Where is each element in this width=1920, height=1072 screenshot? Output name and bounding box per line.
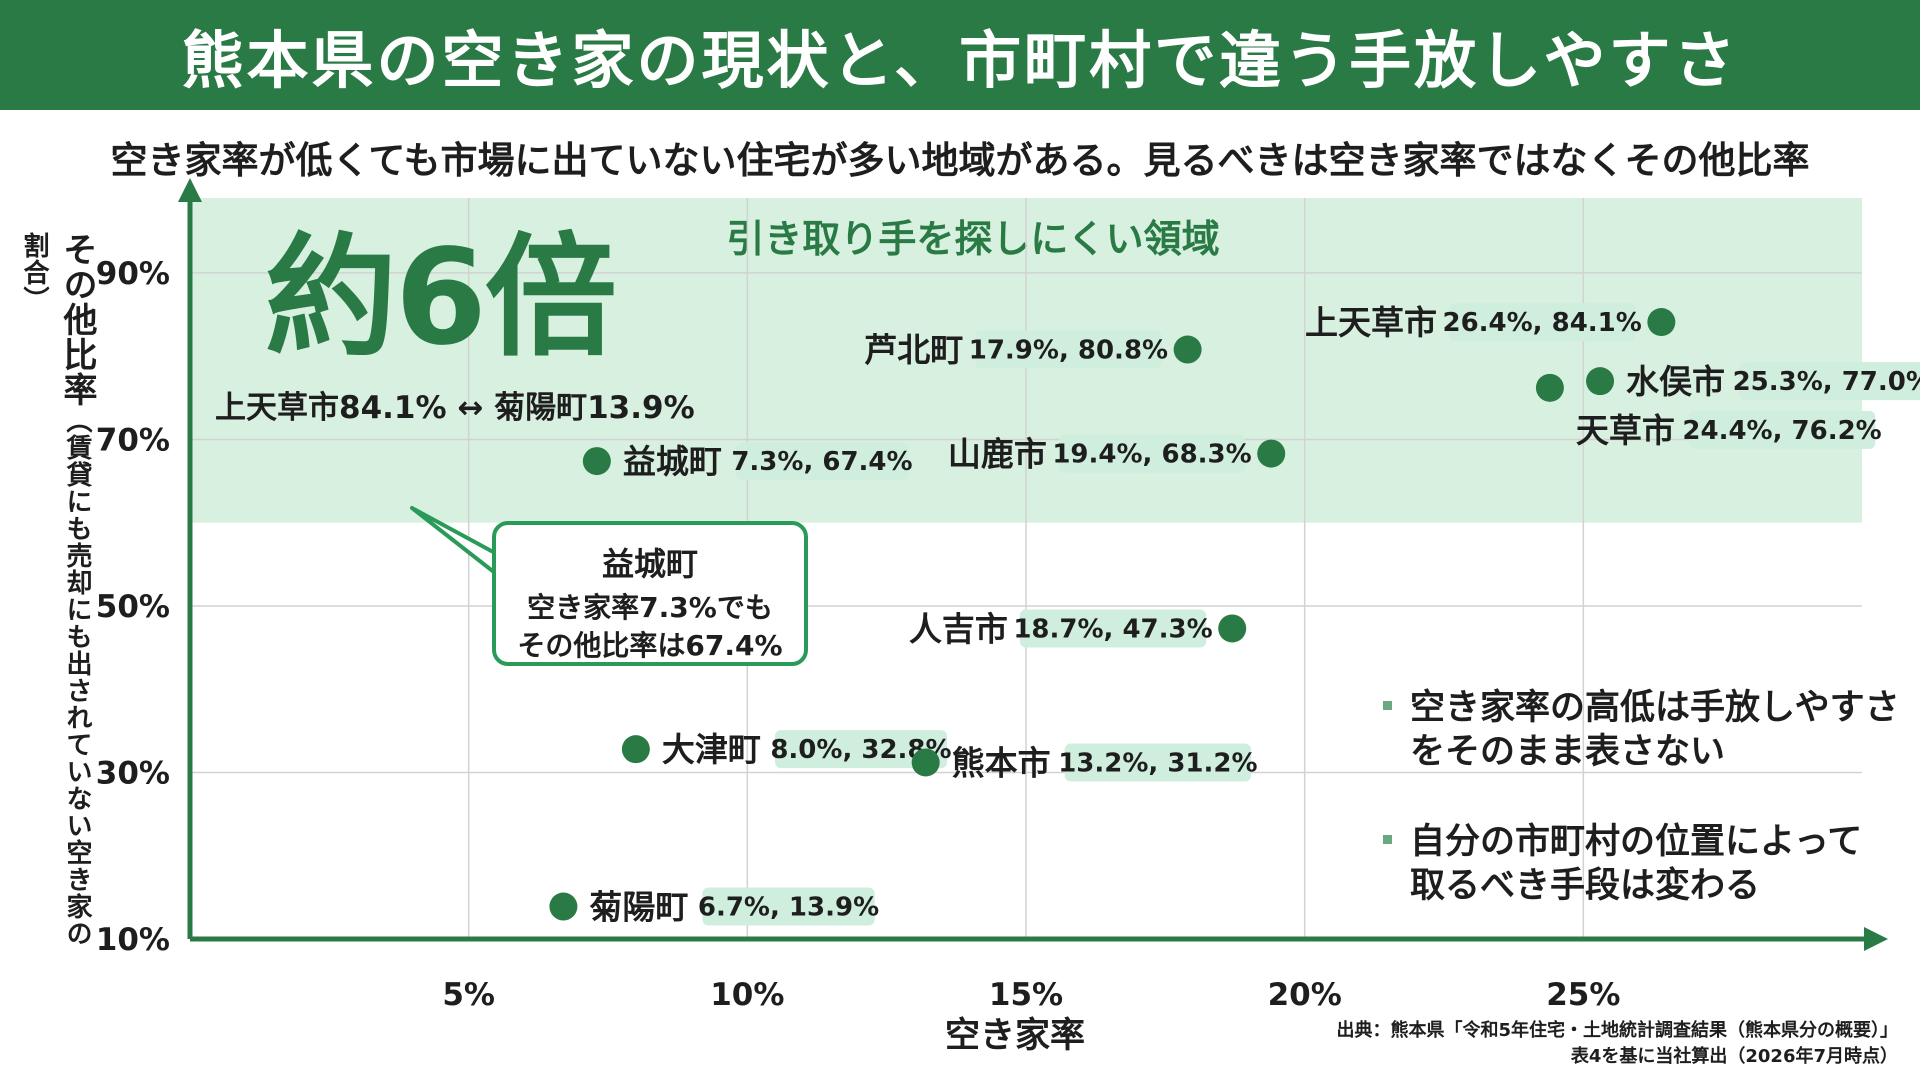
callout-line: その他比率は67.4% bbox=[517, 629, 783, 662]
y-axis-label-wrap: その他比率（賃貸にも売却にも出されていない空き家の割合） bbox=[19, 232, 97, 972]
data-point-value: 7.3%, 67.4% bbox=[731, 447, 912, 477]
data-point-group: 熊本市 13.2%, 31.2% bbox=[911, 743, 1258, 782]
data-point-value-bg bbox=[1064, 743, 1252, 782]
callout-title: 益城町 bbox=[601, 545, 698, 583]
y-tick-labels: 10% 30% 50% 70% 90% bbox=[96, 256, 170, 958]
data-point-value: 13.2%, 31.2% bbox=[1058, 748, 1257, 778]
data-point-name: 菊陽町 bbox=[589, 888, 688, 927]
data-point-value-bg bbox=[975, 330, 1162, 369]
data-point bbox=[1218, 614, 1247, 643]
x-tick-label: 15% bbox=[989, 977, 1063, 1013]
data-point-group: 天草市 24.4%, 76.2% bbox=[1535, 373, 1882, 450]
source-note: 出典：熊本県「令和5年住宅・土地統計調査結果（熊本県分の概要）」 表4を基に当社… bbox=[1336, 1018, 1898, 1070]
data-point-group: 益城町 7.3%, 67.4% bbox=[582, 442, 913, 481]
data-point-group: 上天草市 26.4%, 84.1% bbox=[1305, 303, 1676, 342]
x-tick-label: 20% bbox=[1268, 977, 1342, 1013]
data-point-value-bg bbox=[774, 730, 948, 769]
note-1-line1: 空き家率の高低は手放しやすさ bbox=[1410, 688, 1900, 728]
data-point bbox=[1173, 335, 1202, 364]
data-point-value: 24.4%, 76.2% bbox=[1682, 416, 1881, 446]
y-tick-label: 30% bbox=[96, 755, 170, 791]
data-point-value: 19.4%, 68.3% bbox=[1052, 440, 1251, 470]
data-point-group: 芦北町 17.9%, 80.8% bbox=[864, 330, 1202, 370]
y-tick-label: 10% bbox=[96, 922, 170, 958]
data-point-group: 大津町 8.0%, 32.8% bbox=[621, 730, 952, 769]
x-axis-arrow-icon bbox=[1864, 927, 1888, 951]
data-point-name: 益城町 bbox=[623, 442, 722, 481]
data-point bbox=[911, 748, 940, 777]
data-point-value: 17.9%, 80.8% bbox=[969, 336, 1168, 366]
note-1-line2: をそのまま表さない bbox=[1410, 732, 1726, 772]
note-2-line1: 自分の市町村の位置によって bbox=[1410, 822, 1863, 862]
source-line1: 出典：熊本県「令和5年住宅・土地統計調査結果（熊本県分の概要）」 bbox=[1336, 1020, 1898, 1041]
y-axis-label: その他比率（賃貸にも売却にも出されていない空き家の割合） bbox=[16, 232, 102, 972]
data-point-group: 水俣市 25.3%, 77.0% bbox=[1586, 362, 1920, 401]
highlight-region-label: 引き取り手を探しにくい領域 bbox=[726, 217, 1219, 261]
data-point-name: 山鹿市 bbox=[948, 435, 1047, 474]
source-line2: 表4を基に当社算出（2026年7月時点） bbox=[1570, 1046, 1898, 1067]
data-point-value-bg bbox=[1019, 609, 1207, 648]
callout-box: 益城町 空き家率7.3%でも その他比率は67.4% bbox=[492, 521, 808, 666]
note-1: 空き家率の高低は手放しやすさ をそのまま表さない bbox=[1383, 686, 1900, 774]
note-2-line2: 取るべき手段は変わる bbox=[1410, 866, 1761, 906]
data-point-name: 大津町 bbox=[662, 730, 761, 769]
data-point bbox=[582, 447, 611, 476]
data-point-group: 菊陽町 6.7%, 13.9% bbox=[549, 887, 879, 927]
data-point-value-bg bbox=[1688, 410, 1876, 449]
x-tick-label: 25% bbox=[1546, 977, 1620, 1013]
data-point-value-bg bbox=[1739, 362, 1920, 401]
data-point-name: 人吉市 bbox=[909, 609, 1008, 648]
axes bbox=[178, 178, 1888, 951]
y-axis-arrow-icon bbox=[178, 178, 202, 202]
data-points: 益城町 7.3%, 67.4% 大津町 8.0%, 32.8% 菊陽町 6.7%, 13.… bbox=[549, 303, 1920, 927]
stat-note: 上天草市84.1% ↔ 菊陽町13.9% bbox=[215, 390, 695, 426]
data-point-name: 水俣市 bbox=[1626, 362, 1725, 401]
data-point bbox=[549, 892, 578, 921]
x-tick-labels: 5% 10% 15% 20% 25% bbox=[442, 977, 1620, 1013]
x-axis-label: 空き家率 bbox=[944, 1016, 1085, 1056]
data-point-value: 18.7%, 47.3% bbox=[1013, 614, 1212, 644]
x-tick-label: 5% bbox=[442, 977, 495, 1013]
data-point-group: 山鹿市 19.4%, 68.3% bbox=[948, 434, 1286, 474]
data-point-value: 26.4%, 84.1% bbox=[1442, 308, 1641, 338]
data-point-group: 人吉市 18.7%, 47.3% bbox=[909, 609, 1247, 648]
data-point-name: 熊本市 bbox=[952, 743, 1051, 782]
big-stat: 約6倍 bbox=[265, 221, 617, 375]
note-2: 自分の市町村の位置によって 取るべき手段は変わる bbox=[1383, 820, 1862, 908]
page-subtitle: 空き家率が低くても市場に出ていない住宅が多い地域がある。見るべきは空き家率ではな… bbox=[110, 139, 1810, 182]
data-point-name: 芦北町 bbox=[864, 331, 963, 370]
data-point bbox=[1647, 308, 1676, 337]
data-point-name: 上天草市 bbox=[1305, 303, 1437, 342]
data-point bbox=[1535, 373, 1564, 402]
y-tick-label: 50% bbox=[96, 589, 170, 625]
y-tick-label: 70% bbox=[96, 422, 170, 458]
bullet-icon bbox=[1383, 834, 1392, 844]
y-axis-label-main: その他比率 bbox=[57, 232, 97, 407]
y-axis-label-note: （賃貸にも売却にも出されていない空き家の割合） bbox=[19, 232, 92, 947]
data-point-value-bg bbox=[702, 887, 875, 926]
data-point-value-bg bbox=[735, 442, 909, 481]
bullet-icon bbox=[1383, 700, 1392, 710]
data-point-value-bg bbox=[1058, 434, 1246, 473]
data-point-value: 6.7%, 13.9% bbox=[698, 893, 879, 923]
data-point-value-bg bbox=[1448, 303, 1636, 342]
data-point-value: 25.3%, 77.0% bbox=[1733, 367, 1920, 397]
data-point bbox=[1257, 439, 1286, 468]
data-point bbox=[1586, 367, 1615, 396]
y-tick-label: 90% bbox=[96, 256, 170, 292]
data-point bbox=[621, 735, 650, 764]
x-tick-label: 10% bbox=[710, 977, 784, 1013]
data-point-name: 天草市 bbox=[1576, 411, 1675, 450]
callout-line: 空き家率7.3%でも bbox=[527, 591, 773, 624]
page-title: 熊本県の空き家の現状と、市町村で違う手放しやすさ bbox=[0, 0, 1920, 110]
